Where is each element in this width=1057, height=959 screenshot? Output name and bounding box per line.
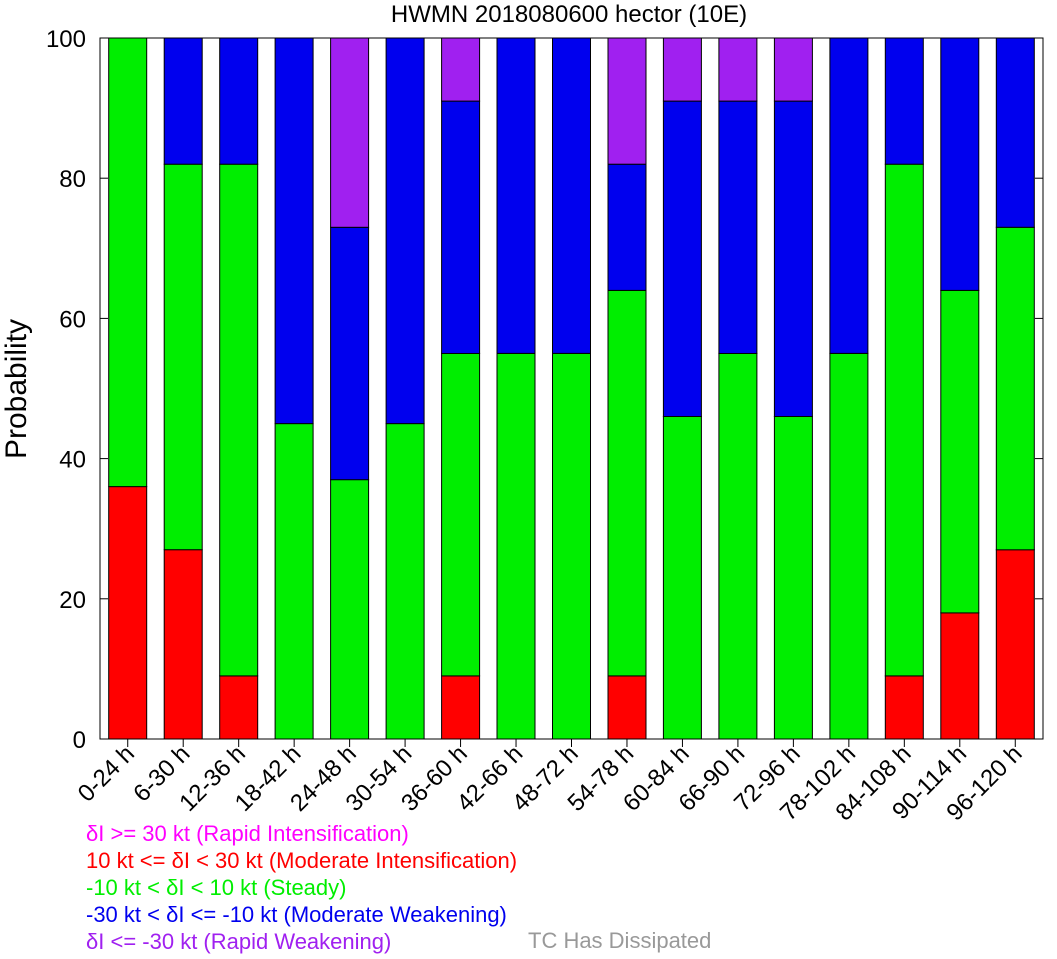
bar-segment-90-114h-s0 — [940, 612, 980, 740]
bar-segment-42-66h-s2 — [496, 37, 536, 354]
y-tick-label-20: 20 — [59, 587, 86, 614]
bar-segment-90-114h-s1 — [940, 289, 980, 614]
bar-segment-30-54h-s1 — [385, 423, 425, 740]
bar-segment-54-78h-s0 — [607, 675, 647, 740]
legend-moderate-intensification: 10 kt <= δI < 30 kt (Moderate Intensific… — [86, 848, 518, 873]
y-tick-label-100: 100 — [46, 26, 86, 53]
bar-segment-66-90h-s3 — [718, 37, 758, 102]
bar-segment-66-90h-s1 — [718, 352, 758, 740]
bars-group — [108, 37, 1035, 740]
bar-segment-78-102h-s2 — [829, 37, 869, 354]
y-axis-label: Probability — [0, 319, 33, 459]
bar-segment-18-42h-s2 — [274, 37, 314, 425]
bar-segment-6-30h-s0 — [163, 549, 203, 740]
bar-segment-96-120h-s0 — [995, 549, 1035, 740]
bar-segment-96-120h-s1 — [995, 226, 1035, 551]
bar-segment-54-78h-s2 — [607, 163, 647, 291]
bar-segment-24-48h-s2 — [330, 226, 370, 481]
y-ticks-group: 0 20 40 60 80 100 — [46, 26, 1043, 754]
bar-segment-36-60h-s1 — [441, 352, 481, 677]
y-tick-label-0: 0 — [73, 727, 86, 754]
bar-segment-54-78h-s3 — [607, 37, 647, 165]
bar-segment-12-36h-s2 — [219, 37, 259, 165]
bar-segment-60-84h-s1 — [662, 416, 702, 740]
legend-rapid-weakening: δI <= -30 kt (Rapid Weakening) — [86, 929, 392, 954]
bar-segment-12-36h-s0 — [219, 675, 259, 740]
bar-segment-48-72h-s1 — [552, 352, 591, 740]
legend: δI >= 30 kt (Rapid Intensification) 10 k… — [86, 820, 517, 955]
legend-moderate-weakening: -30 kt < δI <= -10 kt (Moderate Weakenin… — [86, 902, 507, 927]
bar-segment-90-114h-s2 — [940, 37, 980, 291]
bar-segment-72-96h-s2 — [773, 100, 813, 417]
chart-title: HWMN 2018080600 hector (10E) — [391, 1, 747, 28]
bar-segment-36-60h-s2 — [441, 100, 481, 354]
y-tick-label-40: 40 — [59, 447, 86, 474]
bar-segment-60-84h-s2 — [662, 100, 702, 417]
y-tick-label-80: 80 — [59, 166, 86, 193]
bar-segment-24-48h-s3 — [330, 37, 370, 228]
bar-segment-48-72h-s2 — [552, 37, 591, 354]
bar-segment-6-30h-s2 — [163, 37, 203, 165]
bar-segment-6-30h-s1 — [163, 163, 203, 551]
legend-steady: -10 kt < δI < 10 kt (Steady) — [86, 875, 347, 900]
legend-dissipated: TC Has Dissipated — [528, 928, 712, 953]
bar-segment-60-84h-s3 — [662, 37, 702, 102]
bar-segment-54-78h-s1 — [607, 289, 647, 677]
x-ticks-group: 0-24 h6-30 h12-36 h18-42 h24-48 h30-54 h… — [73, 739, 1028, 826]
bar-segment-66-90h-s2 — [718, 100, 758, 354]
plot-frame — [99, 37, 1044, 740]
bar-segment-84-108h-s0 — [884, 675, 924, 740]
bar-segment-84-108h-s2 — [884, 37, 924, 165]
bar-segment-30-54h-s2 — [385, 37, 425, 425]
bar-segment-0-24h-s1 — [108, 37, 148, 488]
bar-segment-36-60h-s0 — [441, 675, 481, 740]
bar-segment-72-96h-s3 — [773, 37, 813, 102]
bar-segment-42-66h-s1 — [496, 352, 536, 740]
bar-segment-84-108h-s1 — [884, 163, 924, 677]
bar-segment-36-60h-s3 — [441, 37, 481, 102]
y-tick-label-60: 60 — [59, 306, 86, 333]
bar-segment-0-24h-s0 — [108, 486, 148, 740]
bar-segment-96-120h-s2 — [995, 37, 1035, 228]
bar-segment-18-42h-s1 — [274, 423, 314, 740]
bar-segment-12-36h-s1 — [219, 163, 259, 677]
legend-rapid-intensification: δI >= 30 kt (Rapid Intensification) — [86, 821, 409, 846]
bar-segment-72-96h-s1 — [773, 416, 813, 740]
bar-segment-78-102h-s1 — [829, 352, 869, 740]
bar-segment-24-48h-s1 — [330, 479, 370, 740]
